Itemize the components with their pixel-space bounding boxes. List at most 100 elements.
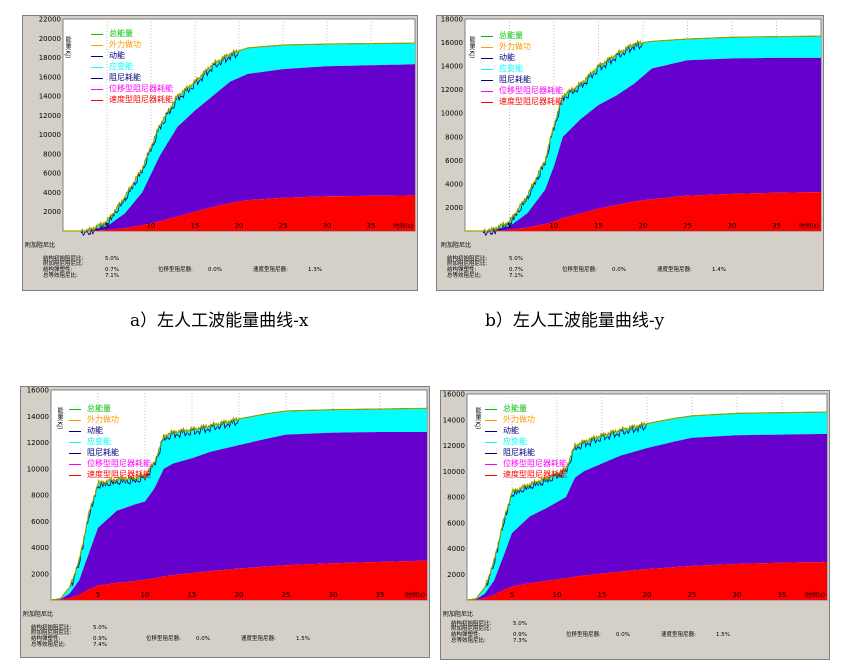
y-tick-label: 4000 (31, 544, 49, 552)
y-axis-label-a: 能量(KJ) (64, 36, 71, 59)
stat-text: 总等效阻尼比: (43, 273, 78, 279)
stat-text: 附加阻尼阻尼比: (451, 626, 492, 632)
x-tick-label: 5 (507, 222, 511, 230)
legend-item: 应变能 (69, 436, 151, 447)
y-tick-label: 16000 (443, 391, 465, 399)
legend-swatch (91, 77, 103, 79)
legend-item: 外力做功 (69, 414, 151, 425)
legend-label: 应变能 (499, 64, 523, 73)
legend-swatch (91, 55, 103, 57)
y-tick-label: 12000 (27, 439, 49, 447)
stat-text: 速度型阻尼器: (661, 632, 696, 638)
x-tick-label: 25 (688, 591, 697, 599)
legend-item: 总能量 (485, 403, 567, 414)
legend-b: 总能量 外力做功 动能 应变能 阻尼耗能 位移型阻尼器耗能 速度型阻尼器耗能 (481, 30, 563, 107)
x-tick-label: 10 (141, 591, 150, 599)
legend-swatch (69, 408, 81, 410)
stat-text: 结构初始阻尼比: (43, 256, 84, 262)
legend-item: 外力做功 (481, 41, 563, 52)
y-tick-label: 8000 (447, 494, 465, 502)
legend-swatch (91, 88, 103, 90)
y-tick-label: 2000 (445, 204, 463, 212)
x-tick-label: 35 (778, 591, 787, 599)
stat-text: 1.4% (712, 267, 726, 273)
stat-text: 0.0% (196, 636, 210, 642)
y-tick-label: 8000 (43, 150, 61, 158)
legend-label: 速度型阻尼器耗能 (503, 470, 567, 479)
energy-panel-b: 2000 4000 6000 8000 10000 12000 14000 16000 1800… (436, 15, 824, 291)
x-tick-label: 20 (643, 591, 652, 599)
y-tick-label: 14000 (27, 413, 49, 421)
x-tick-label: 20 (235, 591, 244, 599)
y-tick-label: 2000 (31, 570, 49, 578)
x-tick-label: 25 (282, 591, 291, 599)
energy-chart-b: 2000 4000 6000 8000 10000 12000 14000 16000 1800… (441, 16, 822, 236)
energy-chart-a: 2000 4000 6000 8000 10000 12000 14000 16000 1800… (39, 16, 416, 237)
stat-text: 结构弹塑性: (43, 267, 73, 273)
y-tick-label: 16000 (441, 39, 463, 47)
legend-label: 动能 (499, 53, 515, 62)
stats-a: 结构初始阻尼比: 5.0% 附加阻尼阻尼比: 结构弹塑性: 0.7% 总等效阻尼比: 7.1… (43, 256, 413, 286)
stat-text: 0.9% (513, 632, 527, 638)
energy-chart-d: 2000 4000 6000 8000 10000 12000 14000 16000 5 10 1… (443, 391, 828, 601)
stats-title-c: 附加阻尼比 (23, 611, 54, 618)
legend-label: 外力做功 (499, 42, 531, 51)
y-tick-label: 18000 (441, 16, 463, 24)
x-tick-label: 5 (510, 591, 514, 599)
legend-label: 位移型阻尼器耗能 (499, 86, 563, 95)
stat-text: 5.0% (513, 621, 527, 627)
x-tick-label: 10 (550, 222, 559, 230)
legend-swatch (91, 33, 103, 35)
caption-b: b）左人工波能量曲线-y (485, 311, 665, 331)
y-tick-label: 4000 (43, 189, 61, 197)
x-axis-label: 时间(s) (805, 591, 825, 599)
x-tick-label: 35 (376, 591, 385, 599)
damping-energy-area (63, 64, 415, 231)
y-axis-label-c: 能量(KJ) (56, 407, 63, 430)
stat-text: 总等效阻尼比: (451, 638, 486, 644)
legend-item: 外力做功 (485, 414, 567, 425)
stat-text: 0.9% (93, 636, 107, 642)
legend-label: 应变能 (109, 62, 133, 71)
stat-text: 结构初始阻尼比: (31, 625, 72, 631)
stat-text: 总等效阻尼比: (447, 273, 482, 279)
stat-text: 0.7% (509, 267, 523, 273)
stat-text: 速度型阻尼器: (657, 267, 692, 273)
stat-text: 结构弹塑性: (447, 267, 477, 273)
y-tick-label: 16000 (39, 73, 61, 81)
strain-energy-area (63, 43, 415, 231)
y-tick-label: 20000 (39, 35, 61, 43)
legend-item: 位移型阻尼器耗能 (91, 83, 173, 94)
energy-panel-c: 2000 4000 6000 8000 10000 12000 14000 16000 5 10 1… (20, 386, 430, 658)
stat-text: 位移型阻尼器: (158, 267, 193, 273)
y-tick-label: 18000 (39, 54, 61, 62)
legend-swatch (481, 46, 493, 48)
caption-a: a）左人工波能量曲线-x (130, 311, 309, 331)
legend-item: 应变能 (485, 436, 567, 447)
stat-text: 总等效阻尼比: (31, 642, 66, 648)
legend-label: 外力做功 (109, 40, 141, 49)
legend-item: 位移型阻尼器耗能 (69, 458, 151, 469)
legend-c: 总能量 外力做功 动能 应变能 阻尼耗能 位移型阻尼器耗能 速度型阻尼器耗能 (69, 403, 151, 480)
energy-panel-d: 2000 4000 6000 8000 10000 12000 14000 16000 5 10 1… (440, 390, 830, 660)
legend-label: 位移型阻尼器耗能 (503, 459, 567, 468)
legend-label: 外力做功 (503, 415, 535, 424)
x-tick-label: 15 (191, 222, 200, 230)
y-tick-label: 10000 (441, 110, 463, 118)
legend-swatch (485, 463, 497, 465)
velocity-damper-area (51, 560, 427, 600)
stat-text: 1.5% (716, 632, 730, 638)
legend-item: 阻尼耗能 (485, 447, 567, 458)
x-tick-label: 30 (323, 222, 332, 230)
stats-title-d: 附加阻尼比 (443, 611, 474, 618)
stat-text: 结构弹塑性: (451, 632, 481, 638)
y-tick-label: 16000 (27, 387, 49, 395)
y-tick-label: 12000 (443, 442, 465, 450)
legend-item: 应变能 (481, 63, 563, 74)
legend-swatch (481, 101, 493, 103)
y-tick-label: 6000 (43, 170, 61, 178)
stat-text: 1.3% (308, 267, 322, 273)
legend-label: 应变能 (87, 437, 111, 446)
legend-d: 总能量 外力做功 动能 应变能 阻尼耗能 位移型阻尼器耗能 速度型阻尼器耗能 (485, 403, 567, 480)
legend-label: 总能量 (503, 404, 527, 413)
